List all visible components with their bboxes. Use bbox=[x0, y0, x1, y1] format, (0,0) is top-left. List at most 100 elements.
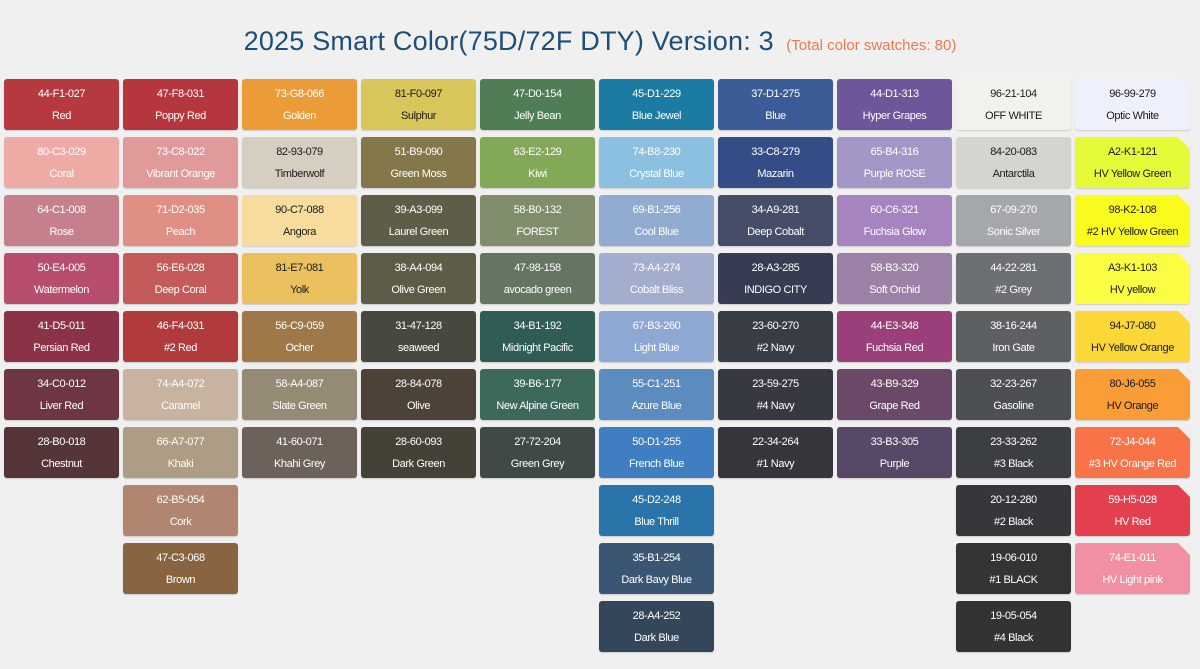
color-swatch: 41-D5-011 Persian Red bbox=[4, 311, 119, 362]
swatch-code: 38-A4-094 bbox=[394, 261, 443, 274]
color-swatch: 66-A7-077 Khaki bbox=[123, 427, 238, 478]
swatch-code: 55-C1-251 bbox=[632, 377, 681, 390]
swatch-code: 96-21-104 bbox=[990, 87, 1037, 100]
color-swatch: 64-C1-008 Rose bbox=[4, 195, 119, 246]
color-swatch: 22-34-264 #1 Navy bbox=[718, 427, 833, 478]
swatch-name: OFF WHITE bbox=[985, 109, 1042, 122]
swatch-name: #2 HV Yellow Green bbox=[1086, 225, 1179, 238]
swatch-code: 64-C1-008 bbox=[37, 203, 86, 216]
color-swatch: 81-E7-081 Yolk bbox=[242, 253, 357, 304]
color-swatch: 71-D2-035 Peach bbox=[123, 195, 238, 246]
color-swatch: 38-A4-094 Olive Green bbox=[361, 253, 476, 304]
color-swatch: 23-60-270 #2 Navy bbox=[718, 311, 833, 362]
swatch-column: 81-F0-097 Sulphur 51-B9-090 Green Moss 39-A3… bbox=[361, 79, 476, 652]
swatch-column: 96-21-104 OFF WHITE 84-20-083 Antarctila 67-… bbox=[956, 79, 1071, 652]
swatch-code: 23-60-270 bbox=[752, 319, 799, 332]
swatch-code: 41-D5-011 bbox=[37, 319, 86, 332]
swatch-name: FOREST bbox=[516, 225, 559, 238]
swatch-code: 73-G8-066 bbox=[275, 87, 324, 100]
swatch-name: Khaki bbox=[167, 457, 194, 470]
swatch-name: Red bbox=[52, 109, 71, 122]
swatch-code: 39-B6-177 bbox=[513, 377, 562, 390]
color-swatch: 23-33-262 #3 Black bbox=[956, 427, 1071, 478]
swatch-name: #1 BLACK bbox=[989, 573, 1038, 586]
swatch-code: 51-B9-090 bbox=[394, 145, 443, 158]
color-swatch: 90-C7-088 Angora bbox=[242, 195, 357, 246]
color-swatch: 94-J7-080 HV Yellow Orange bbox=[1075, 311, 1190, 362]
color-swatch: 44-D1-313 Hyper Grapes bbox=[837, 79, 952, 130]
swatch-code: 28-84-078 bbox=[395, 377, 442, 390]
swatch-name: HV Yellow Orange bbox=[1091, 341, 1174, 354]
color-swatch: 80-C3-029 Coral bbox=[4, 137, 119, 188]
color-swatch: 37-D1-275 Blue bbox=[718, 79, 833, 130]
swatch-name: Iron Gate bbox=[992, 341, 1035, 354]
swatch-code: 28-B0-018 bbox=[37, 435, 86, 448]
color-swatch: 63-E2-129 Kiwi bbox=[480, 137, 595, 188]
swatch-code: 46-F4-031 bbox=[156, 319, 205, 332]
swatch-grid: 44-F1-027 Red 80-C3-029 Coral 64-C1-008 Rose 5… bbox=[4, 79, 1190, 652]
swatch-code: 23-59-275 bbox=[752, 377, 799, 390]
swatch-code: 45-D2-248 bbox=[632, 493, 681, 506]
color-swatch: 62-B5-054 Cork bbox=[123, 485, 238, 536]
swatch-code: 35-B1-254 bbox=[632, 551, 681, 564]
swatch-name: Brown bbox=[165, 573, 196, 586]
swatch-code: 37-D1-275 bbox=[751, 87, 800, 100]
color-swatch: 74-B8-230 Crystal Blue bbox=[599, 137, 714, 188]
swatch-code: 31-47-128 bbox=[395, 319, 442, 332]
swatch-name: #3 Black bbox=[994, 457, 1033, 470]
color-swatch: 98-K2-108 #2 HV Yellow Green bbox=[1075, 195, 1190, 246]
swatch-name: Grape Red bbox=[869, 399, 920, 412]
swatch-name: HV Orange bbox=[1106, 399, 1159, 412]
color-swatch: 58-A4-087 Slate Green bbox=[242, 369, 357, 420]
color-swatch: 82-93-079 Timberwolf bbox=[242, 137, 357, 188]
swatch-code: 50-D1-255 bbox=[632, 435, 681, 448]
color-swatch: 67-09-270 Sonic Silver bbox=[956, 195, 1071, 246]
color-swatch: 81-F0-097 Sulphur bbox=[361, 79, 476, 130]
color-swatch: 74-A4-072 Caramel bbox=[123, 369, 238, 420]
swatch-name: HV Yellow Green bbox=[1093, 167, 1172, 180]
color-swatch: 47-F8-031 Poppy Red bbox=[123, 79, 238, 130]
color-swatch: 41-60-071 Khahi Grey bbox=[242, 427, 357, 478]
color-swatch: 51-B9-090 Green Moss bbox=[361, 137, 476, 188]
color-swatch: 44-22-281 #2 Grey bbox=[956, 253, 1071, 304]
swatch-name: #1 Navy bbox=[756, 457, 795, 470]
swatch-code: 58-B0-132 bbox=[513, 203, 562, 216]
swatch-code: A3-K1-103 bbox=[1108, 261, 1157, 274]
swatch-code: 45-D1-229 bbox=[632, 87, 681, 100]
swatch-code: A2-K1-121 bbox=[1108, 145, 1157, 158]
swatch-code: 71-D2-035 bbox=[156, 203, 205, 216]
swatch-code: 74-E1-011 bbox=[1109, 551, 1156, 564]
color-swatch: 38-16-244 Iron Gate bbox=[956, 311, 1071, 362]
swatch-code: 28-A4-252 bbox=[632, 609, 681, 622]
color-swatch: 69-B1-256 Cool Blue bbox=[599, 195, 714, 246]
color-swatch: 33-C8-279 Mazarin bbox=[718, 137, 833, 188]
swatch-column: 96-99-279 Optic White A2-K1-121 HV Yellow G… bbox=[1075, 79, 1190, 652]
swatch-code: 44-E3-348 bbox=[870, 319, 919, 332]
swatch-name: Kiwi bbox=[528, 167, 547, 180]
swatch-code: 80-J6-055 bbox=[1109, 377, 1156, 390]
swatch-name: #2 Navy bbox=[756, 341, 795, 354]
swatch-count: (Total color swatches: 80) bbox=[786, 37, 957, 54]
color-swatch: 58-B3-320 Soft Orchid bbox=[837, 253, 952, 304]
color-swatch: 43-B9-329 Grape Red bbox=[837, 369, 952, 420]
color-swatch: 96-99-279 Optic White bbox=[1075, 79, 1190, 130]
swatch-code: 47-D0-154 bbox=[513, 87, 562, 100]
swatch-name: Olive bbox=[406, 399, 431, 412]
swatch-code: 47-C3-068 bbox=[156, 551, 205, 564]
swatch-name: Jelly Bean bbox=[514, 109, 561, 122]
swatch-name: #2 Grey bbox=[995, 283, 1032, 296]
swatch-name: Deep Cobalt bbox=[747, 225, 804, 238]
swatch-name: Gasoline bbox=[993, 399, 1034, 412]
swatch-name: Coral bbox=[49, 167, 74, 180]
color-swatch: 34-C0-012 Liver Red bbox=[4, 369, 119, 420]
swatch-code: 19-06-010 bbox=[990, 551, 1037, 564]
swatch-code: 58-B3-320 bbox=[870, 261, 919, 274]
swatch-name: Green Moss bbox=[390, 167, 447, 180]
swatch-name: Mazarin bbox=[757, 167, 794, 180]
swatch-name: Midnight Pacific bbox=[502, 341, 573, 354]
swatch-name: Blue bbox=[765, 109, 786, 122]
swatch-code: 50-E4-005 bbox=[37, 261, 86, 274]
color-swatch: 28-A3-285 INDIGO CITY bbox=[718, 253, 833, 304]
color-swatch: 58-B0-132 FOREST bbox=[480, 195, 595, 246]
swatch-code: 90-C7-088 bbox=[275, 203, 324, 216]
